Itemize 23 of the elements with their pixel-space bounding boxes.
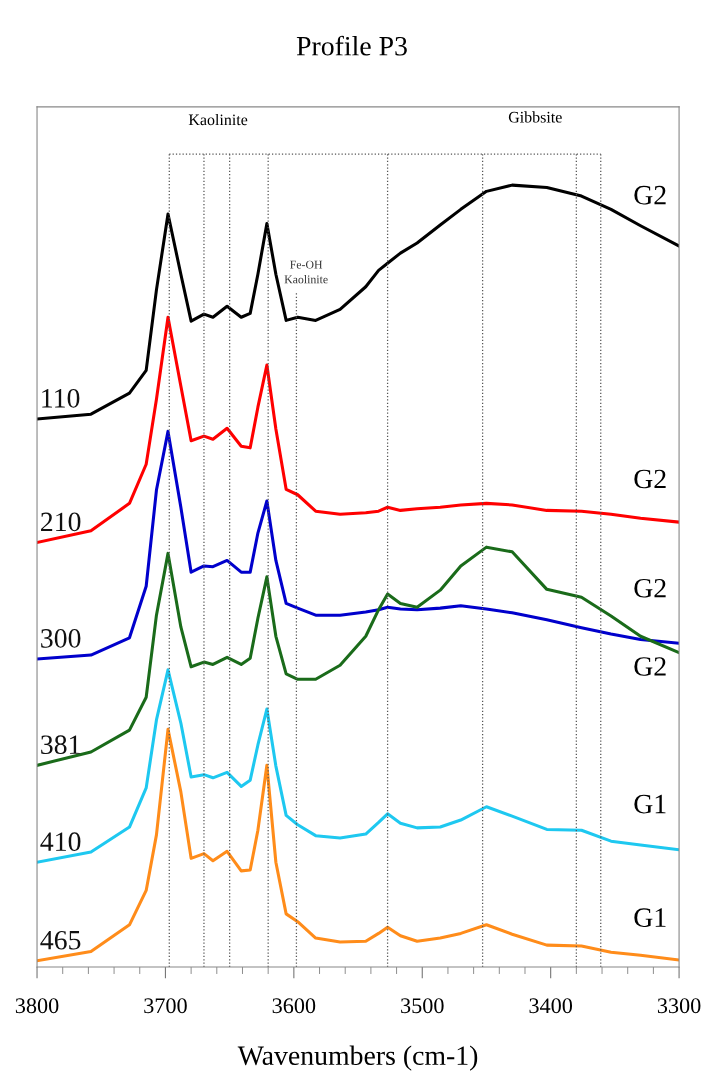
x-tick-label: 3500 [401,998,444,1014]
x-tick-label: 3800 [15,998,59,1014]
annotation: G2 [634,185,666,205]
x-tick-label: 3700 [144,998,187,1014]
ref-line-label: Fe-OH Kaolinite [284,260,328,284]
x-axis-title: Wavenumbers (cm-1) [237,1045,478,1071]
series-label: 410 [40,832,81,852]
chart-title: Profile P3 [296,35,407,56]
annotation: G2 [634,657,666,676]
series-label: 465 [40,930,81,950]
series-label: 381 [41,735,80,755]
text: Kaolinite [188,113,248,126]
x-tick-label: 3300 [657,998,701,1014]
series-label: 210 [41,512,81,532]
annotation: G2 [634,469,666,489]
annotation: G1 [634,908,666,927]
annotation: G2 [634,578,666,598]
annotation: G1 [634,794,666,814]
text: Gibbsite [508,111,562,123]
x-tick-label: 3400 [529,998,573,1014]
x-tick-label: 3600 [272,998,316,1014]
series-label: 300 [41,629,81,648]
series-label: 110 [42,388,80,408]
